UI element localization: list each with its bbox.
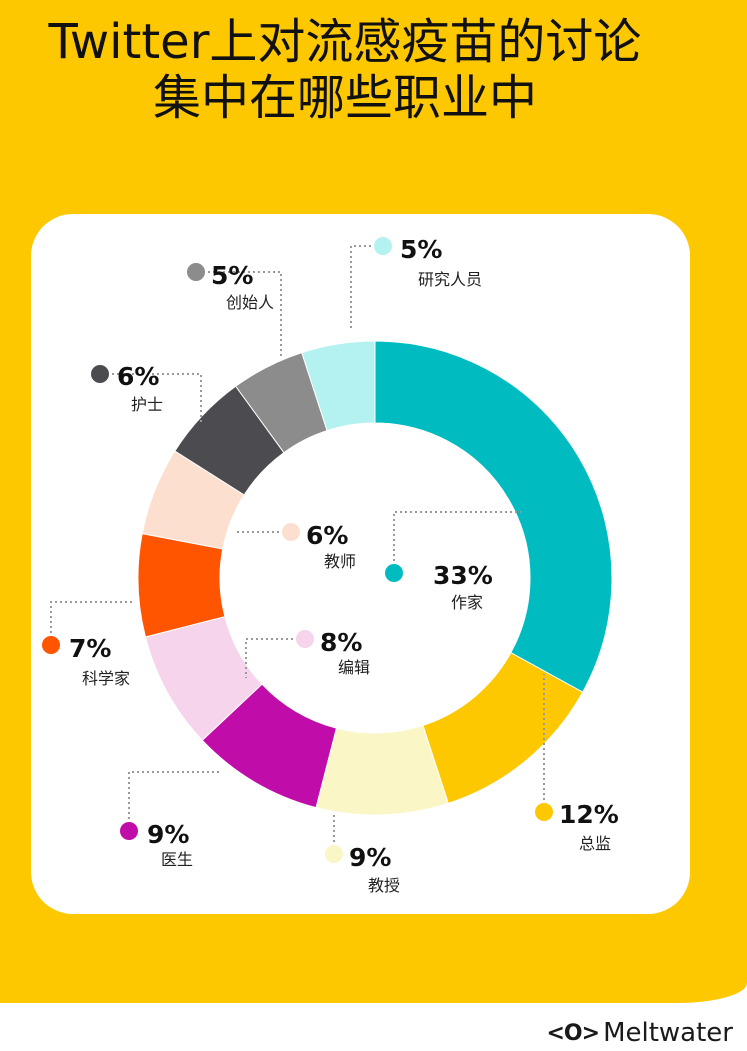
legend-dot-4 [296,630,314,648]
chart-card: 33% 作家 12% 总监 9% 教授 9% 医生 8% 编辑 7% 科学家 6% 教师 6% 护士 5% 创始人… [31,214,690,914]
data-label-4: 8% [320,628,362,657]
slice-9 [301,340,376,432]
leader-line-9 [350,245,371,329]
title-line-1: Twitter上对流感疫苗的讨论 [48,14,642,70]
legend-dot-8 [187,263,205,281]
legend-dot-6 [282,523,300,541]
data-label-2: 9% [349,843,391,872]
data-label-1: 12% [559,800,619,829]
slice-0 [374,340,613,693]
category-label-7: 护士 [131,395,163,414]
data-label-9: 5% [400,235,442,264]
category-label-2: 教授 [368,876,400,895]
data-label-3: 9% [147,820,189,849]
category-label-5: 科学家 [82,669,130,688]
title-line-2: 集中在哪些职业中 [152,70,537,126]
data-label-5: 7% [69,634,111,663]
data-label-8: 5% [211,261,253,290]
legend-dot-2 [325,845,343,863]
legend-dot-9 [374,237,392,255]
category-label-0: 作家 [451,593,483,612]
leader-line-5 [50,601,133,633]
leader-line-0 [393,511,521,561]
legend-dot-5 [42,636,60,654]
data-label-7: 6% [117,362,159,391]
meltwater-logo: <O> Meltwater [546,1015,733,1051]
category-label-8: 创始人 [226,293,274,312]
legend-dot-3 [120,822,138,840]
legend-dot-0 [385,564,403,582]
leader-line-3 [128,771,221,819]
page-title: Twitter上对流感疫苗的讨论 集中在哪些职业中 [0,14,690,126]
category-label-1: 总监 [579,834,611,853]
legend-dot-7 [91,365,109,383]
leader-line-4 [245,638,293,678]
category-label-9: 研究人员 [418,270,482,289]
data-label-0: 33% [433,561,493,590]
legend-dot-1 [535,803,553,821]
leader-line-8 [208,271,282,359]
meltwater-logo-text: Meltwater [603,1018,733,1048]
category-label-3: 医生 [161,850,193,869]
category-label-4: 编辑 [338,658,370,677]
donut-chart: 33%作家12%总监9%教授9%医生8%编辑7%科学家6%教师6%护士5%创始人… [42,235,619,895]
meltwater-logo-icon: <O> [546,1020,600,1046]
category-label-6: 教师 [324,552,356,571]
data-label-6: 6% [306,521,348,550]
